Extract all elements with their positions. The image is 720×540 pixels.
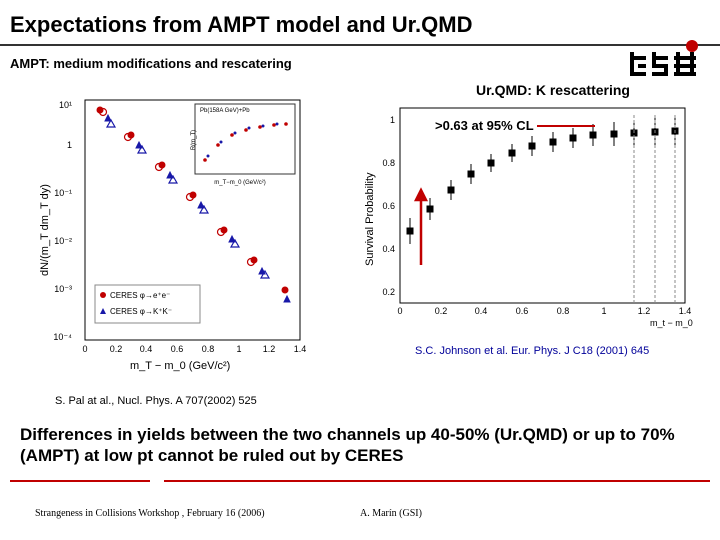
svg-text:0.8: 0.8	[382, 158, 395, 168]
urqmd-chart-svg: 0.2 0.4 0.6 0.8 1 0 0.2 0.4 0.6 0.8 1 1.…	[365, 100, 695, 330]
left-chart-xlabel: m_T − m_0 (GeV/c²)	[130, 360, 230, 372]
svg-text:CERES φ→K⁺K⁻: CERES φ→K⁺K⁻	[110, 307, 172, 316]
svg-text:0: 0	[82, 344, 87, 354]
svg-text:0.6: 0.6	[171, 344, 184, 354]
right-chart-ylabel: Survival Probability	[364, 136, 376, 266]
citation-pal: S. Pal at al., Nucl. Phys. A 707(2002) 5…	[55, 395, 257, 407]
svg-text:10⁻⁴: 10⁻⁴	[53, 332, 72, 342]
svg-text:1: 1	[390, 115, 395, 125]
svg-text:0.2: 0.2	[382, 287, 395, 297]
subtitle-right: Ur.QMD: K rescattering	[476, 82, 630, 98]
svg-text:Pb(158A GeV)+Pb: Pb(158A GeV)+Pb	[200, 108, 250, 114]
svg-text:0.4: 0.4	[382, 244, 395, 254]
svg-text:10⁻³: 10⁻³	[54, 284, 72, 294]
svg-text:0.8: 0.8	[557, 306, 570, 316]
footer-left: Strangeness in Collisions Workshop , Feb…	[35, 508, 265, 519]
subtitle-left: AMPT: medium modifications and rescateri…	[10, 56, 292, 71]
urqmd-chart: 0.2 0.4 0.6 0.8 1 0 0.2 0.4 0.6 0.8 1 1.…	[365, 100, 695, 330]
footer-right: A. Marín (GSI)	[360, 508, 422, 519]
citation-johnson: S.C. Johnson et al. Eur. Phys. J C18 (20…	[415, 345, 649, 357]
svg-text:m_t − m_0: m_t − m_0	[650, 318, 693, 328]
page-title: Expectations from AMPT model and Ur.QMD	[0, 0, 720, 46]
left-chart-ylabel: dN/(m_T dm_T dy)	[39, 176, 51, 276]
svg-text:0.4: 0.4	[475, 306, 488, 316]
svg-text:CERES φ→e⁺e⁻: CERES φ→e⁺e⁻	[110, 291, 170, 300]
svg-text:0: 0	[397, 306, 402, 316]
svg-text:1.4: 1.4	[294, 344, 307, 354]
svg-text:1: 1	[601, 306, 606, 316]
conclusion-text: Differences in yields between the two ch…	[10, 420, 710, 471]
gsi-logo	[630, 50, 700, 80]
svg-text:10⁻²: 10⁻²	[54, 236, 72, 246]
svg-text:1.2: 1.2	[638, 306, 651, 316]
ampt-chart: 10⁻⁴ 10⁻³ 10⁻² 10⁻¹ 1 10¹ 0 0.2 0.4 0.6 …	[40, 90, 320, 370]
svg-text:1: 1	[67, 140, 72, 150]
svg-text:0.4: 0.4	[140, 344, 153, 354]
svg-text:0.6: 0.6	[382, 201, 395, 211]
svg-text:0.2: 0.2	[435, 306, 448, 316]
bottom-rule	[10, 480, 710, 482]
svg-text:R(m_T): R(m_T)	[191, 130, 197, 150]
svg-text:1.2: 1.2	[263, 344, 276, 354]
svg-text:m_T−m_0 (GeV/c²): m_T−m_0 (GeV/c²)	[214, 180, 266, 186]
svg-text:10¹: 10¹	[59, 100, 72, 110]
svg-text:0.6: 0.6	[516, 306, 529, 316]
svg-text:0.8: 0.8	[202, 344, 215, 354]
ampt-chart-svg: 10⁻⁴ 10⁻³ 10⁻² 10⁻¹ 1 10¹ 0 0.2 0.4 0.6 …	[40, 90, 320, 370]
svg-text:0.2: 0.2	[110, 344, 123, 354]
svg-text:1.4: 1.4	[679, 306, 692, 316]
svg-text:10⁻¹: 10⁻¹	[54, 188, 72, 198]
annotation-cl: >0.63 at 95% CL	[435, 118, 597, 133]
svg-text:1: 1	[236, 344, 241, 354]
